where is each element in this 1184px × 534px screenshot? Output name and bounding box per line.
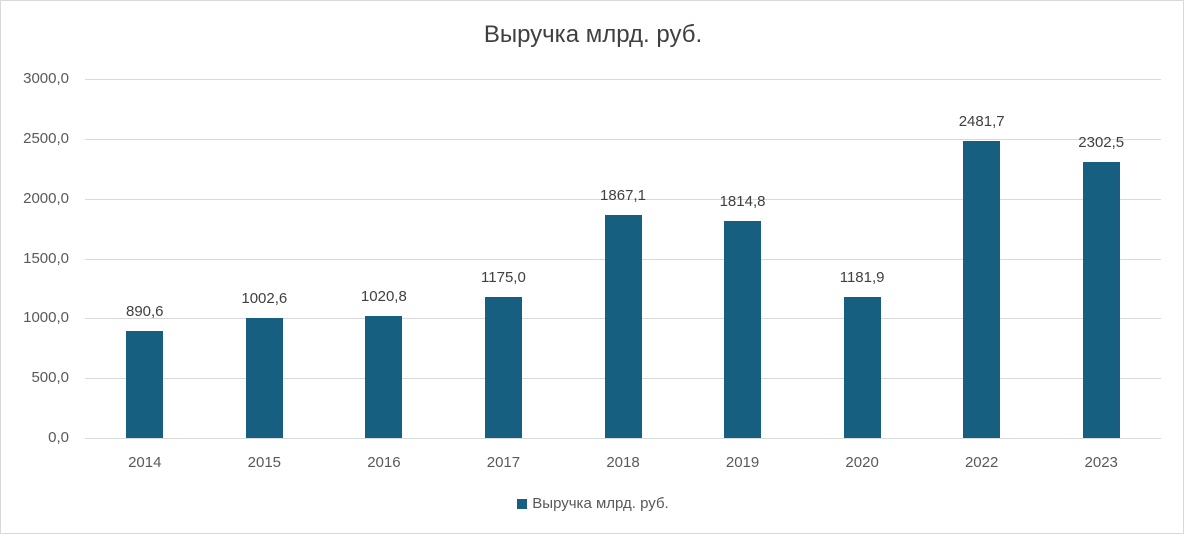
x-tick-label: 2016 — [367, 454, 401, 471]
bar — [126, 331, 164, 438]
data-label: 1181,9 — [839, 268, 885, 286]
bar — [365, 315, 403, 438]
y-tick-label: 1500,0 — [23, 249, 69, 267]
x-tick-label: 2015 — [247, 454, 282, 471]
data-label: 1002,6 — [241, 290, 288, 308]
legend-swatch-icon — [517, 498, 528, 509]
chart-title: Выручка млрд. руб. — [483, 21, 703, 48]
bar — [843, 296, 881, 438]
legend-label: Выручка млрд. руб. — [532, 495, 669, 512]
y-tick-label: 1000,0 — [23, 309, 69, 327]
data-label: 1867,1 — [600, 186, 646, 204]
data-label: 1020,8 — [360, 287, 407, 305]
x-tick-label: 2018 — [606, 454, 640, 471]
y-tick-label: 3000,0 — [23, 70, 69, 87]
y-tick-label: 2000,0 — [23, 189, 69, 207]
x-tick-label: 2023 — [1084, 454, 1118, 471]
y-tick-label: 0,0 — [48, 429, 69, 446]
y-tick-label: 2500,0 — [23, 129, 69, 147]
bar — [1082, 162, 1120, 438]
bar — [484, 297, 522, 438]
x-tick-label: 2014 — [128, 454, 162, 471]
data-label: 2302,5 — [1078, 134, 1125, 152]
data-label: 1814,8 — [719, 192, 766, 210]
bar — [245, 318, 283, 438]
x-tick-label: 2017 — [486, 454, 521, 471]
legend: Выручка млрд. руб. — [1, 495, 1184, 512]
gridline — [85, 198, 1161, 200]
bar — [963, 141, 1001, 438]
data-label: 2481,7 — [958, 113, 1005, 131]
data-label: 1175,0 — [481, 269, 526, 287]
bar — [724, 220, 762, 438]
y-tick-label: 500,0 — [31, 369, 69, 387]
x-tick-label: 2020 — [845, 454, 879, 471]
data-label: 890,6 — [125, 303, 164, 321]
bar — [604, 214, 642, 438]
gridline — [85, 138, 1161, 140]
gridline — [85, 438, 1161, 439]
gridline — [85, 79, 1161, 80]
x-tick-label: 2022 — [964, 454, 999, 471]
x-tick-label: 2019 — [725, 454, 760, 471]
